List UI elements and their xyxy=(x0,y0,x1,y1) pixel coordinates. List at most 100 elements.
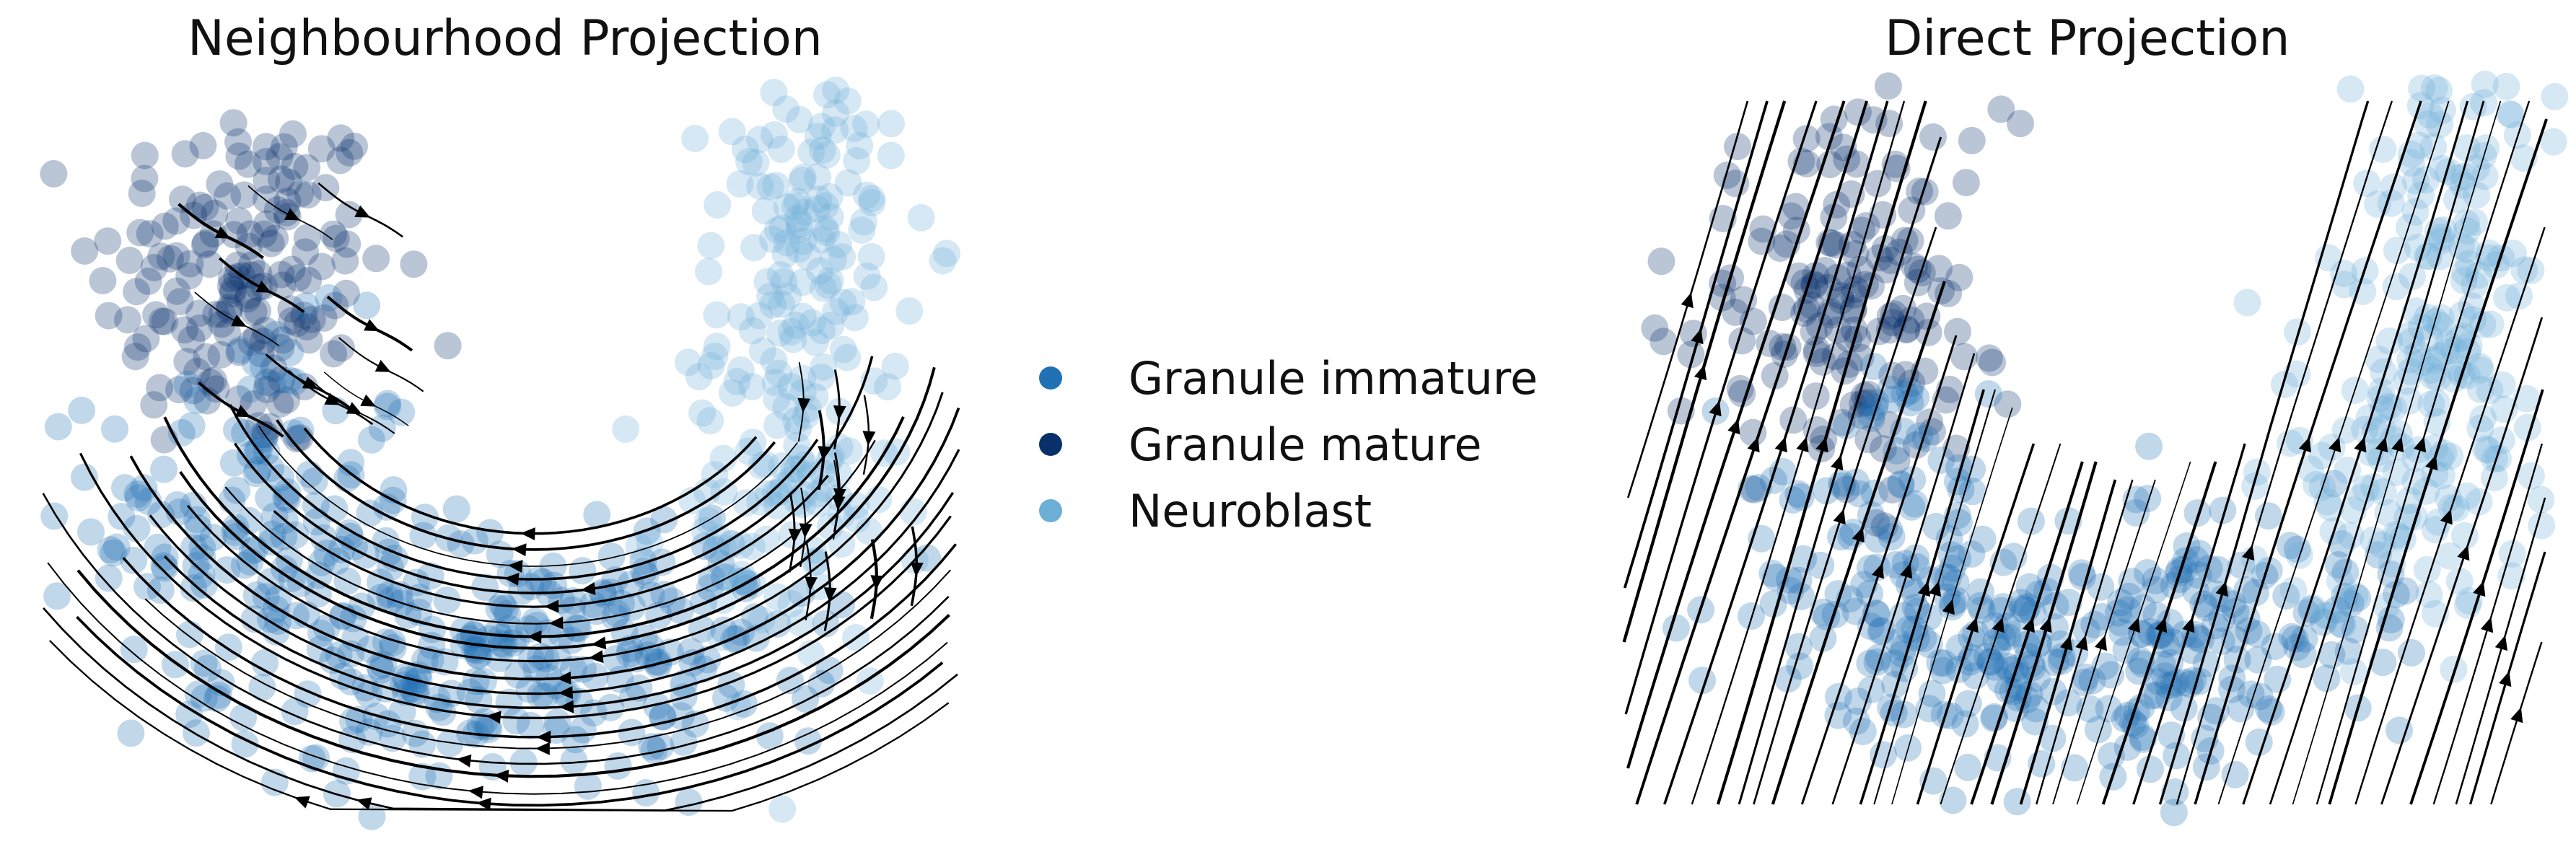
data-point xyxy=(756,282,784,310)
data-point xyxy=(666,597,694,625)
streamline-arrow xyxy=(833,488,846,504)
data-point xyxy=(1724,133,1751,161)
data-point xyxy=(1774,665,1802,693)
data-point xyxy=(2122,698,2150,726)
data-point xyxy=(2430,439,2458,467)
data-point xyxy=(339,605,367,633)
data-point xyxy=(647,732,675,760)
data-point xyxy=(146,576,175,605)
data-point xyxy=(471,573,499,602)
data-point xyxy=(532,645,560,673)
data-point xyxy=(785,235,813,263)
legend-marker xyxy=(1039,499,1062,522)
data-point xyxy=(1926,649,1954,677)
data-point xyxy=(320,220,347,248)
data-point xyxy=(237,261,265,289)
data-point xyxy=(742,149,770,177)
data-point xyxy=(2223,646,2251,674)
data-point xyxy=(196,250,224,278)
data-point xyxy=(2462,154,2490,183)
streamline xyxy=(1626,100,1846,769)
data-point xyxy=(860,273,888,302)
data-point xyxy=(2041,649,2069,677)
data-point xyxy=(1929,656,1957,685)
streamline xyxy=(1623,100,1769,589)
data-point xyxy=(816,203,844,231)
data-point xyxy=(218,486,246,514)
data-point xyxy=(2111,705,2139,733)
data-point xyxy=(2466,375,2494,403)
data-point xyxy=(180,574,208,602)
data-point xyxy=(933,239,961,268)
data-point xyxy=(1911,177,1939,206)
streamline-arrow xyxy=(1942,599,1955,615)
data-point xyxy=(251,317,279,345)
data-point xyxy=(293,313,321,340)
data-point xyxy=(1875,316,1903,344)
data-point xyxy=(463,633,491,661)
data-point xyxy=(820,245,847,273)
data-point xyxy=(2209,496,2237,524)
streamline-arrow xyxy=(1727,418,1740,435)
data-point xyxy=(2313,664,2341,693)
data-point xyxy=(1982,628,2010,656)
data-point xyxy=(2367,444,2395,472)
data-point xyxy=(774,282,802,310)
data-point xyxy=(1862,600,1891,628)
streamline-arrow xyxy=(799,523,812,538)
data-point xyxy=(751,197,779,225)
data-point xyxy=(1913,302,1941,330)
data-point xyxy=(874,373,902,401)
data-point xyxy=(68,396,96,424)
data-point xyxy=(2091,652,2119,680)
data-point xyxy=(191,229,219,257)
streamline xyxy=(2455,497,2546,805)
data-point xyxy=(1896,377,1924,405)
data-point xyxy=(260,502,289,530)
data-point xyxy=(789,164,817,191)
data-point xyxy=(2369,649,2397,677)
streamline-arrow xyxy=(797,397,811,413)
data-point xyxy=(372,628,400,656)
data-point xyxy=(281,152,309,180)
data-point xyxy=(2084,716,2112,744)
data-point xyxy=(732,489,761,517)
data-point xyxy=(2283,633,2311,661)
data-point xyxy=(2435,484,2462,512)
data-point xyxy=(2135,432,2163,460)
data-point xyxy=(1938,554,1966,582)
data-point xyxy=(688,399,717,427)
data-point xyxy=(1954,753,1982,781)
data-point xyxy=(1919,123,1947,151)
data-point xyxy=(300,467,328,496)
streamline xyxy=(1859,389,1985,805)
data-point xyxy=(2331,416,2360,444)
data-point xyxy=(2414,110,2442,139)
data-point xyxy=(2481,445,2508,473)
data-point xyxy=(267,260,295,289)
data-point xyxy=(379,633,407,661)
data-point xyxy=(603,599,631,628)
data-point xyxy=(402,679,430,707)
data-point xyxy=(2528,511,2556,540)
data-point xyxy=(507,577,535,605)
data-point xyxy=(517,646,546,674)
data-point xyxy=(543,708,571,737)
data-point xyxy=(1745,474,1772,501)
streamline-arrow xyxy=(832,496,846,511)
data-point xyxy=(2466,352,2494,380)
data-point xyxy=(268,271,297,299)
data-point xyxy=(2484,444,2513,472)
streamline-arrow xyxy=(507,560,523,573)
data-point xyxy=(429,698,457,726)
data-point xyxy=(2453,338,2481,366)
data-point xyxy=(579,591,607,618)
data-point xyxy=(2405,131,2433,159)
data-point xyxy=(219,276,247,304)
data-point xyxy=(2347,483,2375,511)
data-point xyxy=(2375,392,2403,421)
data-point xyxy=(722,625,750,653)
data-point xyxy=(2375,328,2404,355)
data-point xyxy=(292,238,320,266)
data-point xyxy=(405,666,433,693)
